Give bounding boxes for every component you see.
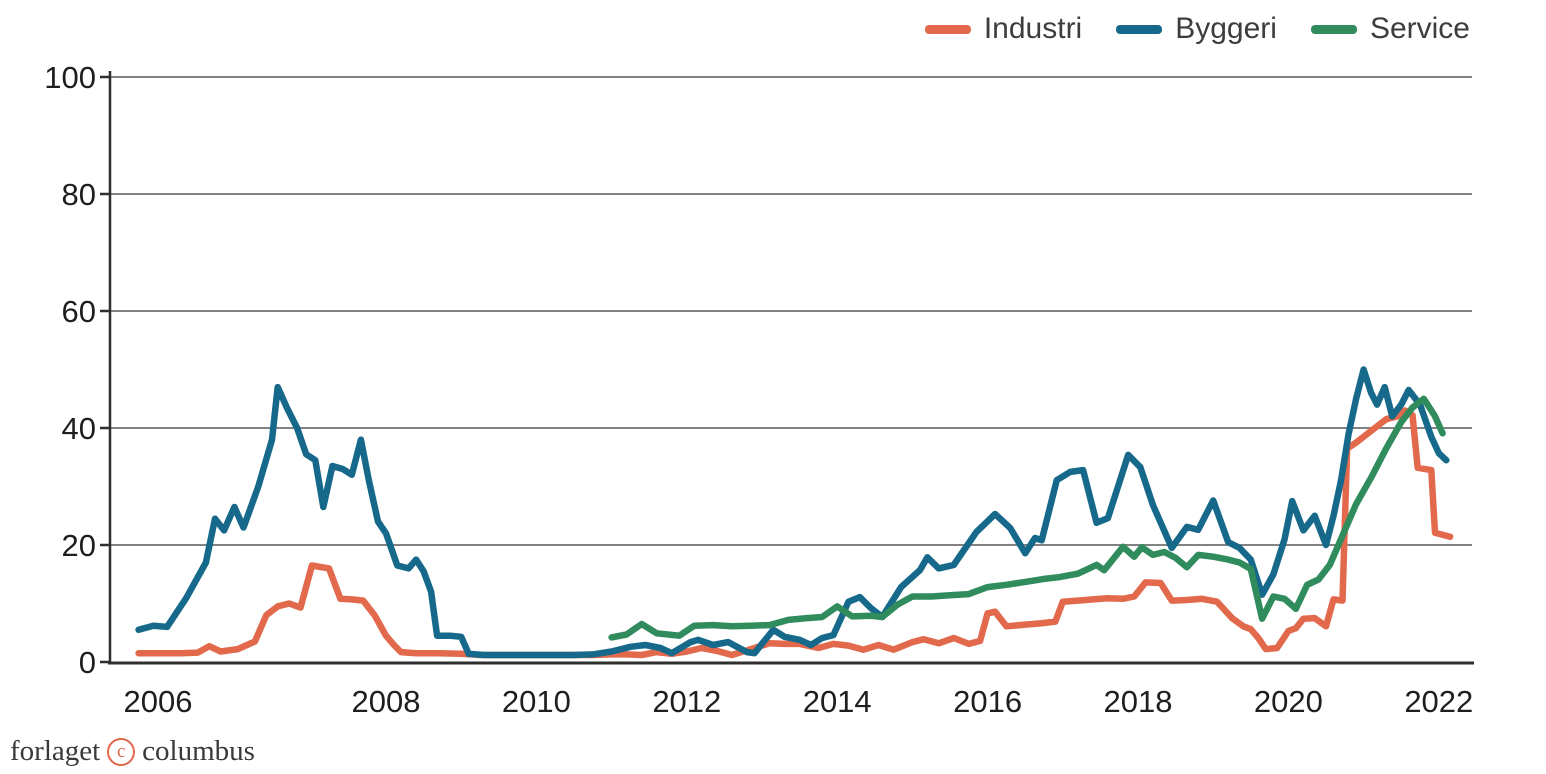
series-line-industri xyxy=(135,407,1454,659)
gridlines xyxy=(110,76,1472,546)
publisher-name-left: forlaget xyxy=(10,735,101,767)
industri-line-swatch xyxy=(924,24,971,34)
x-tick-label: 2014 xyxy=(803,684,872,719)
legend-label: Byggeri xyxy=(1175,12,1277,45)
legend-item-byggeri: Byggeri xyxy=(1116,14,1277,44)
series-line-byggeri xyxy=(135,366,1450,659)
legend-item-industri: Industri xyxy=(924,12,1083,45)
x-tick-label: 2006 xyxy=(124,684,193,719)
legend-label: Industri xyxy=(983,12,1083,45)
x-tick-label: 2022 xyxy=(1404,684,1473,719)
service-line-swatch xyxy=(1310,24,1357,34)
legend-item-service: Service xyxy=(1310,12,1470,45)
y-axis-labels: 0 20 40 60 80 100 xyxy=(44,60,96,680)
x-tick-label: 2010 xyxy=(502,684,571,719)
copyright-icon: c xyxy=(107,737,136,766)
y-tick-label: 80 xyxy=(62,177,96,212)
series-line-service xyxy=(608,395,1446,641)
x-tick-label: 2018 xyxy=(1104,684,1173,719)
series-lines xyxy=(135,366,1454,659)
x-tick-label: 2020 xyxy=(1254,684,1323,719)
x-tick-label: 2016 xyxy=(953,684,1022,719)
y-tick-label: 0 xyxy=(79,645,96,680)
chart-legend: Industri Byggeri Service xyxy=(924,12,1470,45)
axes xyxy=(100,71,1474,665)
x-axis-labels: 2006 2008 2010 2012 2014 2016 2018 2020 2022 xyxy=(124,684,1474,719)
y-tick-label: 40 xyxy=(62,411,96,446)
x-tick-label: 2008 xyxy=(352,684,421,719)
y-tick-label: 20 xyxy=(62,528,96,563)
publisher-logo: forlaget c columbus xyxy=(10,735,255,768)
x-tick-label: 2012 xyxy=(652,684,721,719)
publisher-name-right: columbus xyxy=(142,735,255,767)
y-tick-label: 60 xyxy=(62,294,96,329)
legend-label: Service xyxy=(1369,12,1470,45)
byggeri-line-swatch xyxy=(1116,24,1163,34)
y-tick-label: 100 xyxy=(44,60,96,95)
